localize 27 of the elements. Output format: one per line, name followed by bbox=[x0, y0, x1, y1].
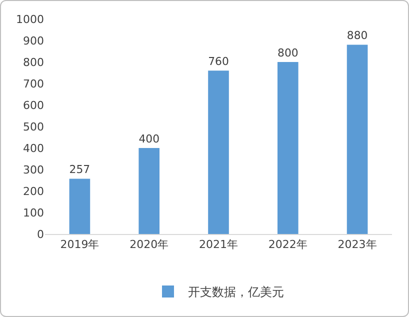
y-tick-label: 900 bbox=[23, 34, 44, 48]
bar bbox=[138, 148, 160, 234]
data-label: 400 bbox=[138, 132, 160, 146]
data-label: 800 bbox=[278, 46, 298, 60]
y-tick-label: 800 bbox=[23, 56, 44, 69]
y-tick-label: 200 bbox=[23, 184, 44, 198]
x-tick-label: 2023年 bbox=[338, 238, 377, 252]
data-label: 760 bbox=[208, 54, 229, 68]
x-tick-label: 2019年 bbox=[60, 238, 100, 252]
y-tick-label: 400 bbox=[23, 142, 44, 155]
x-tick-label: 2022年 bbox=[268, 238, 308, 252]
bar bbox=[208, 70, 229, 234]
y-tick-label: 300 bbox=[23, 163, 44, 176]
y-tick-label: 100 bbox=[23, 206, 44, 220]
bar bbox=[346, 44, 368, 234]
legend-label: 开支数据，亿美元 bbox=[188, 285, 284, 300]
bar bbox=[69, 178, 90, 234]
x-tick-label: 2021年 bbox=[199, 238, 238, 252]
bar bbox=[277, 62, 298, 234]
y-tick-label: 700 bbox=[23, 77, 44, 90]
y-tick-label: 0 bbox=[37, 228, 44, 241]
data-label: 880 bbox=[346, 29, 368, 42]
y-tick-label: 500 bbox=[23, 120, 44, 134]
data-label: 257 bbox=[69, 163, 90, 176]
y-tick-label: 1000 bbox=[16, 12, 44, 26]
x-tick-label: 2020年 bbox=[130, 238, 169, 252]
y-tick-label: 600 bbox=[23, 98, 44, 112]
